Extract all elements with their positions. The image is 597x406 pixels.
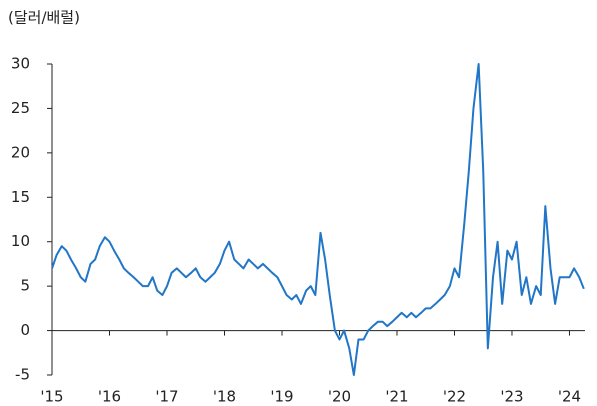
y-tick-label: 20 [11, 143, 30, 161]
x-tick-label: '19 [270, 388, 293, 406]
y-tick-label: 30 [11, 55, 30, 73]
x-tick-label: '16 [98, 388, 121, 406]
x-tick-label: '17 [155, 388, 178, 406]
y-tick-label: 25 [11, 99, 30, 117]
y-tick-label: 10 [11, 232, 30, 250]
y-tick-label: 5 [20, 277, 30, 295]
y-tick-label: 0 [20, 321, 30, 339]
data-line [51, 63, 585, 376]
y-axis-label: (달러/배럴) [8, 9, 80, 27]
x-tick-label: '22 [443, 388, 466, 406]
x-tick-label: '20 [328, 388, 351, 406]
x-tick-label: '21 [385, 388, 408, 406]
y-tick-label: 15 [11, 188, 30, 206]
x-tick-label: '23 [500, 388, 523, 406]
x-tick-label: '18 [213, 388, 236, 406]
y-tick-label: -5 [15, 366, 30, 384]
x-tick-label: '15 [40, 388, 63, 406]
x-tick-label: '24 [558, 388, 581, 406]
